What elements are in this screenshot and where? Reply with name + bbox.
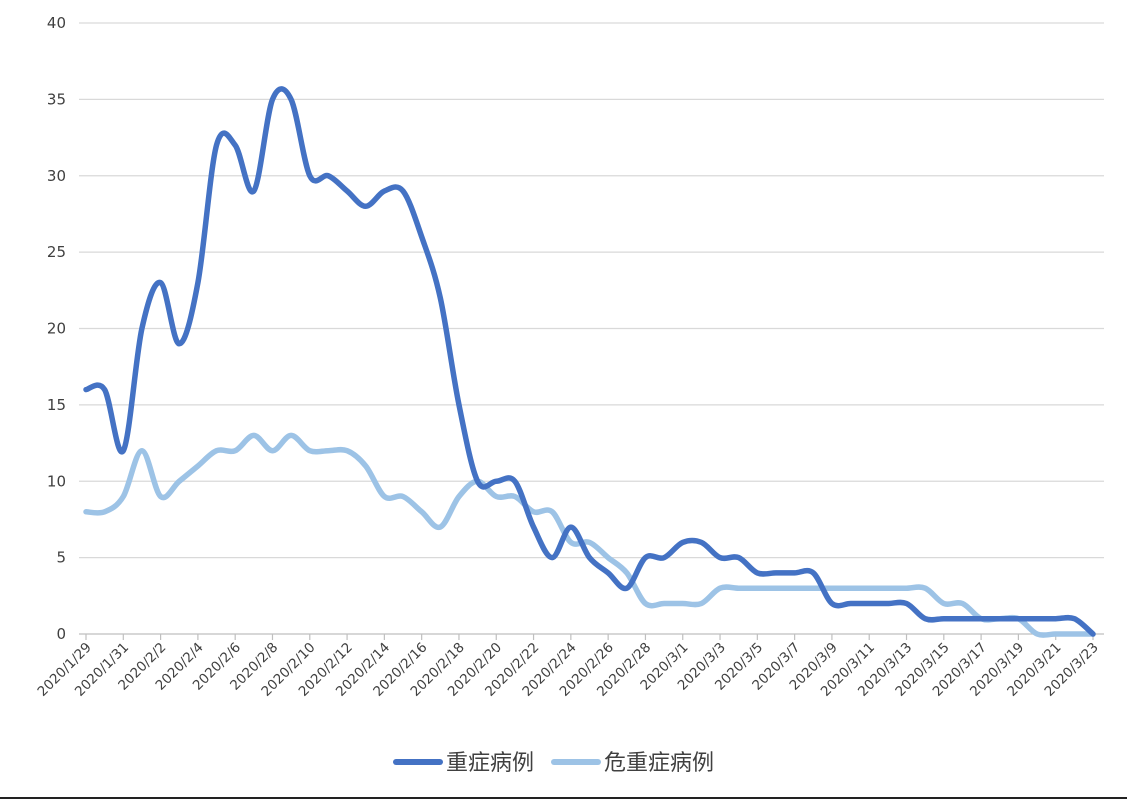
y-tick-label: 0 <box>56 625 66 643</box>
bottom-rule <box>0 797 1127 799</box>
y-tick-label: 10 <box>47 472 66 490</box>
y-tick-label: 15 <box>47 396 66 414</box>
y-tick-label: 30 <box>47 167 66 185</box>
x-axis <box>79 633 1104 640</box>
legend-label-series-2: 危重症病例 <box>604 751 714 776</box>
y-tick-label: 35 <box>47 90 66 108</box>
series-lines <box>83 86 1096 638</box>
y-axis-ticks: 0 5 10 15 20 25 30 35 40 <box>47 14 66 643</box>
y-tick-label: 25 <box>47 243 66 261</box>
legend-label-series-1: 重症病例 <box>446 751 534 776</box>
x-axis-ticks: 2020/1/292020/1/312020/2/22020/2/42020/2… <box>35 640 1102 700</box>
legend: 重症病例 危重症病例 <box>393 751 714 776</box>
y-tick-label: 5 <box>56 549 66 567</box>
gridlines <box>79 22 1104 559</box>
y-tick-label: 40 <box>47 14 66 32</box>
series-line-2 <box>83 432 1096 638</box>
y-tick-label: 20 <box>47 320 66 338</box>
series-line-1 <box>83 86 1096 637</box>
